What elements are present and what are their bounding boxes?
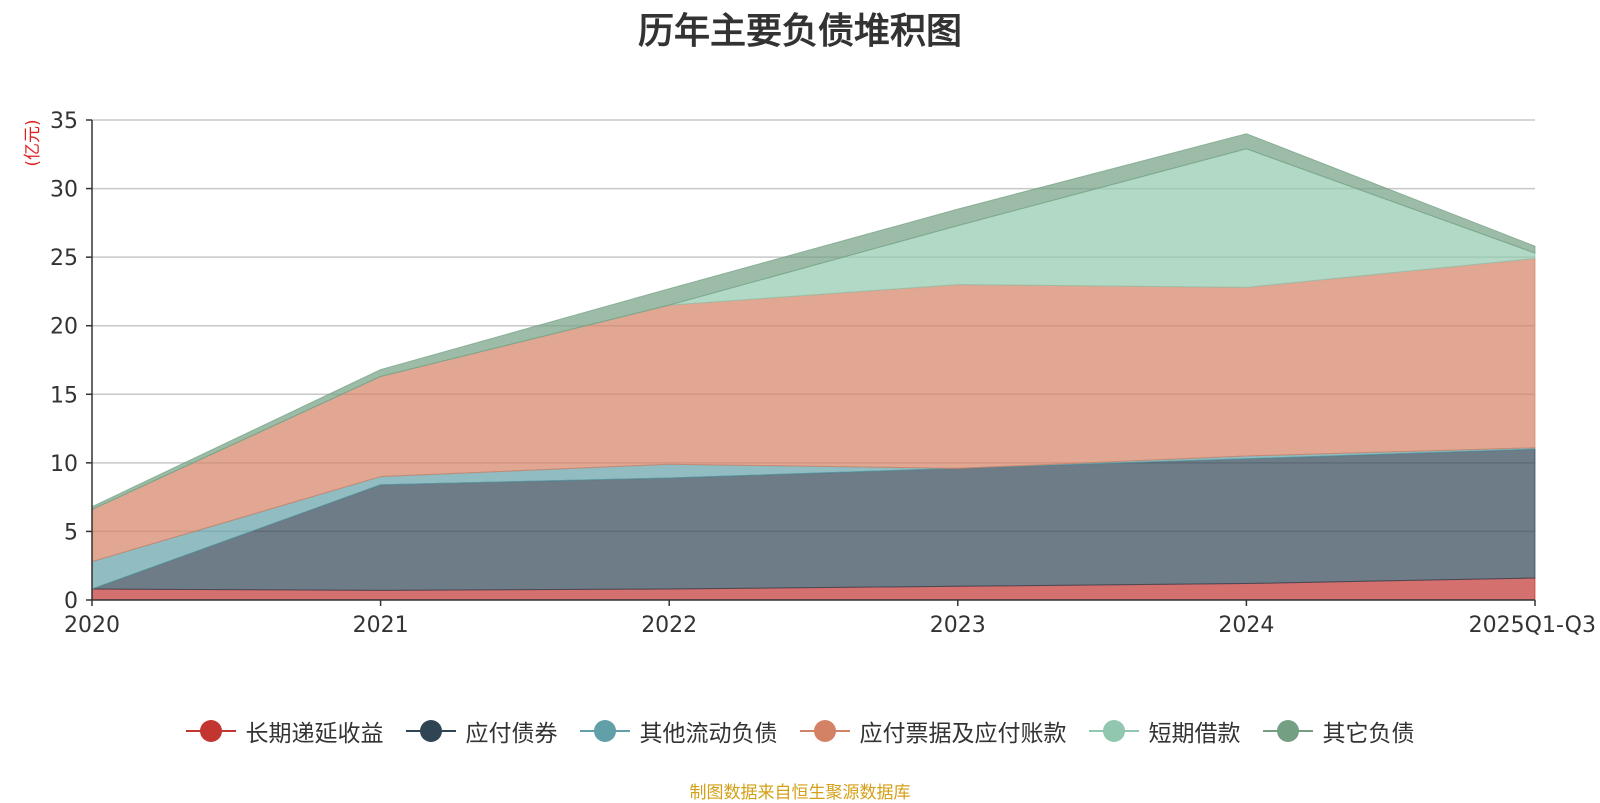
y-axis-unit-label: (亿元) <box>23 119 43 166</box>
x-tick-label: 2022 <box>641 613 697 638</box>
y-tick-label: 5 <box>64 520 78 545</box>
legend: 长期递延收益 应付债券 其他流动负债 应付票据及应付账款 短期借款 其它负债 <box>0 714 1600 748</box>
y-tick-label: 10 <box>50 452 78 477</box>
area-layer <box>91 133 1536 601</box>
legend-item[interactable]: 应付票据及应付账款 <box>799 714 1067 748</box>
legend-item[interactable]: 应付债券 <box>405 714 558 748</box>
legend-marker-icon <box>579 720 630 742</box>
y-tick-label: 25 <box>50 246 78 271</box>
legend-label: 长期递延收益 <box>245 721 384 747</box>
legend-label: 短期借款 <box>1148 721 1241 747</box>
source-note: 制图数据来自恒生聚源数据库 <box>689 783 911 803</box>
x-tick-label: 2020 <box>64 613 120 638</box>
legend-marker-icon <box>799 720 850 742</box>
x-tick-label: 2024 <box>1218 613 1274 638</box>
chart-title: 历年主要负债堆积图 <box>637 11 962 52</box>
axis-layer: 0 5 10 15 20 25 30 35 2020 2021 2022 2023 2024 2025Q1… <box>50 109 1596 638</box>
x-tick-label: 2021 <box>353 613 409 638</box>
legend-item[interactable]: 长期递延收益 <box>185 714 384 748</box>
legend-marker-icon <box>405 720 456 742</box>
legend-item[interactable]: 短期借款 <box>1088 714 1241 748</box>
legend-item[interactable]: 其他流动负债 <box>579 714 778 748</box>
legend-marker-icon <box>185 720 236 742</box>
x-tick-label: 2025Q1-Q3 <box>1469 613 1596 638</box>
y-tick-label: 30 <box>50 178 78 203</box>
legend-item[interactable]: 其它负债 <box>1262 714 1415 748</box>
legend-label: 应付债券 <box>465 721 558 747</box>
legend-marker-icon <box>1088 720 1139 742</box>
x-tick-label: 2023 <box>930 613 986 638</box>
y-tick-label: 35 <box>50 109 78 134</box>
legend-label: 应付票据及应付账款 <box>859 721 1067 747</box>
y-tick-label: 0 <box>64 589 78 614</box>
legend-marker-icon <box>1262 720 1313 742</box>
legend-label: 其它负债 <box>1322 721 1415 747</box>
area-series-6 <box>91 133 1536 511</box>
y-tick-label: 20 <box>50 315 78 340</box>
legend-label: 其他流动负债 <box>639 721 778 747</box>
y-tick-label: 15 <box>50 383 78 408</box>
